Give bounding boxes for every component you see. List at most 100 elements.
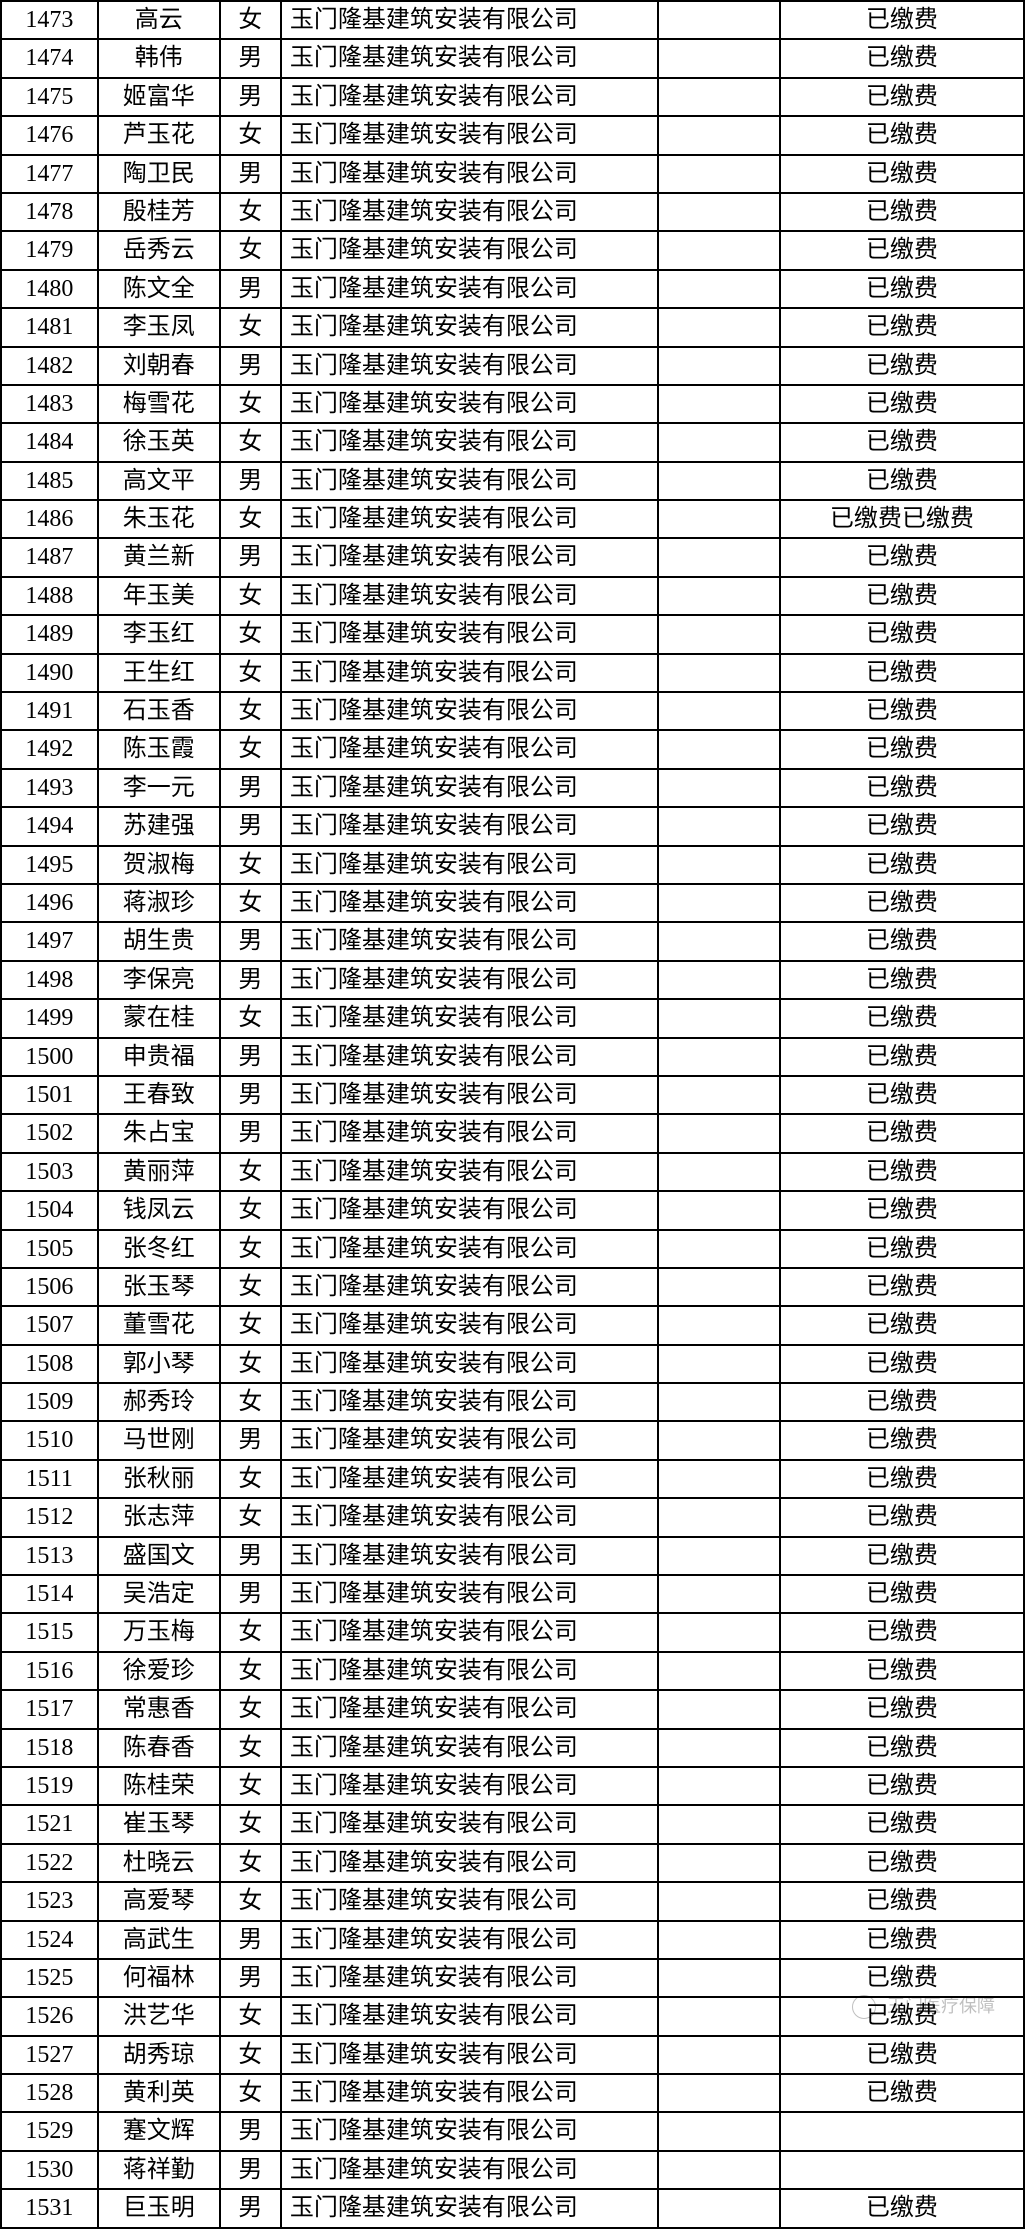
cell-status: 已缴费 [780,1,1024,39]
cell-blank [658,500,780,538]
cell-id: 1519 [1,1767,98,1805]
table-row: 1494苏建强男玉门隆基建筑安装有限公司已缴费 [1,807,1024,845]
cell-id: 1475 [1,78,98,116]
cell-status: 已缴费 [780,1537,1024,1575]
cell-org: 玉门隆基建筑安装有限公司 [281,769,658,807]
cell-id: 1498 [1,961,98,999]
cell-org: 玉门隆基建筑安装有限公司 [281,1,658,39]
cell-blank [658,846,780,884]
cell-sex: 男 [220,2151,281,2189]
cell-id: 1477 [1,155,98,193]
cell-sex: 女 [220,2036,281,2074]
cell-name: 徐爱珍 [98,1652,220,1690]
cell-sex: 男 [220,39,281,77]
cell-org: 玉门隆基建筑安装有限公司 [281,1959,658,1997]
cell-org: 玉门隆基建筑安装有限公司 [281,155,658,193]
cell-blank [658,193,780,231]
cell-sex: 男 [220,961,281,999]
cell-status: 已缴费 [780,1498,1024,1536]
cell-org: 玉门隆基建筑安装有限公司 [281,462,658,500]
cell-status: 已缴费 [780,78,1024,116]
cell-name: 陈文全 [98,270,220,308]
cell-blank [658,1690,780,1728]
cell-id: 1522 [1,1844,98,1882]
table-row: 1479岳秀云女玉门隆基建筑安装有限公司已缴费 [1,231,1024,269]
cell-id: 1489 [1,615,98,653]
cell-id: 1521 [1,1805,98,1843]
cell-status: 已缴费 [780,846,1024,884]
cell-status: 已缴费 [780,807,1024,845]
cell-blank [658,1421,780,1459]
cell-sex: 男 [220,270,281,308]
cell-sex: 男 [220,1959,281,1997]
cell-sex: 男 [220,922,281,960]
cell-blank [658,1652,780,1690]
cell-blank [658,1345,780,1383]
table-row: 1506张玉琴女玉门隆基建筑安装有限公司已缴费 [1,1268,1024,1306]
table-row: 1517常惠香女玉门隆基建筑安装有限公司已缴费 [1,1690,1024,1728]
cell-status: 已缴费 [780,538,1024,576]
cell-org: 玉门隆基建筑安装有限公司 [281,1383,658,1421]
cell-sex: 女 [220,1997,281,2035]
cell-org: 玉门隆基建筑安装有限公司 [281,999,658,1037]
cell-status: 已缴费 [780,769,1024,807]
table-row: 1475姬富华男玉门隆基建筑安装有限公司已缴费 [1,78,1024,116]
cell-blank [658,1114,780,1152]
cell-sex: 女 [220,231,281,269]
cell-sex: 男 [220,807,281,845]
cell-org: 玉门隆基建筑安装有限公司 [281,577,658,615]
cell-name: 盛国文 [98,1537,220,1575]
cell-sex: 女 [220,730,281,768]
cell-name: 崔玉琴 [98,1805,220,1843]
cell-sex: 女 [220,692,281,730]
cell-status: 已缴费 [780,1997,1024,2035]
cell-id: 1473 [1,1,98,39]
cell-id: 1474 [1,39,98,77]
table-row: 1496蒋淑珍女玉门隆基建筑安装有限公司已缴费 [1,884,1024,922]
cell-status: 已缴费 [780,1575,1024,1613]
cell-id: 1527 [1,2036,98,2074]
cell-status: 已缴费 [780,1153,1024,1191]
cell-id: 1492 [1,730,98,768]
cell-id: 1505 [1,1230,98,1268]
cell-status: 已缴费 [780,1959,1024,1997]
cell-sex: 女 [220,1844,281,1882]
cell-status: 已缴费 [780,270,1024,308]
cell-blank [658,1498,780,1536]
cell-sex: 女 [220,193,281,231]
cell-id: 1514 [1,1575,98,1613]
cell-org: 玉门隆基建筑安装有限公司 [281,1575,658,1613]
table-row: 1531巨玉明男玉门隆基建筑安装有限公司已缴费 [1,2189,1024,2227]
cell-org: 玉门隆基建筑安装有限公司 [281,538,658,576]
cell-status: 已缴费 [780,1805,1024,1843]
cell-status: 已缴费 [780,1114,1024,1152]
table-row: 1508郭小琴女玉门隆基建筑安装有限公司已缴费 [1,1345,1024,1383]
cell-sex: 男 [220,1537,281,1575]
cell-blank [658,1921,780,1959]
cell-name: 常惠香 [98,1690,220,1728]
table-row: 1504钱凤云女玉门隆基建筑安装有限公司已缴费 [1,1191,1024,1229]
cell-id: 1494 [1,807,98,845]
cell-sex: 女 [220,1805,281,1843]
cell-blank [658,1729,780,1767]
cell-name: 洪艺华 [98,1997,220,2035]
table-row: 1530蒋祥勤男玉门隆基建筑安装有限公司 [1,2151,1024,2189]
cell-name: 张秋丽 [98,1460,220,1498]
cell-blank [658,1997,780,2035]
cell-org: 玉门隆基建筑安装有限公司 [281,78,658,116]
cell-blank [658,730,780,768]
cell-name: 苏建强 [98,807,220,845]
cell-name: 吴浩定 [98,1575,220,1613]
cell-status: 已缴费 [780,1345,1024,1383]
cell-org: 玉门隆基建筑安装有限公司 [281,692,658,730]
table-row: 1522杜晓云女玉门隆基建筑安装有限公司已缴费 [1,1844,1024,1882]
cell-org: 玉门隆基建筑安装有限公司 [281,385,658,423]
cell-status: 已缴费 [780,1690,1024,1728]
table-row: 1501王春致男玉门隆基建筑安装有限公司已缴费 [1,1076,1024,1114]
cell-org: 玉门隆基建筑安装有限公司 [281,2074,658,2112]
cell-sex: 女 [220,500,281,538]
cell-id: 1495 [1,846,98,884]
cell-org: 玉门隆基建筑安装有限公司 [281,1805,658,1843]
cell-org: 玉门隆基建筑安装有限公司 [281,2189,658,2227]
cell-org: 玉门隆基建筑安装有限公司 [281,654,658,692]
